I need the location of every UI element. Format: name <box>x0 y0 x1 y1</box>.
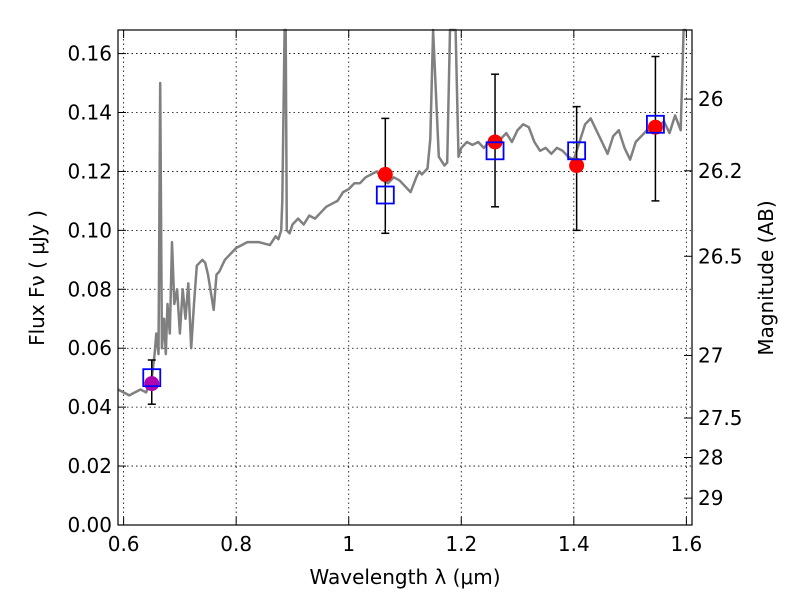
y-tick-label: 0.00 <box>67 513 112 537</box>
y2-axis-label: Magnitude (AB) <box>754 200 778 355</box>
y-tick-label: 0.06 <box>67 336 112 360</box>
y2-tick-label: 27.5 <box>698 406 743 430</box>
x-tick-label: 1 <box>342 532 355 556</box>
observed-point <box>144 376 160 392</box>
y-tick-label: 0.12 <box>67 159 112 183</box>
y2-tick-label: 26 <box>698 87 723 111</box>
y-tick-label: 0.08 <box>67 277 112 301</box>
model-square <box>485 141 505 161</box>
plot-background <box>118 30 692 525</box>
x-tick-label: 1.2 <box>445 532 477 556</box>
y-tick-label: 0.04 <box>67 395 112 419</box>
x-axis-label: Wavelength λ (μm) <box>309 565 500 589</box>
model-square <box>375 185 395 205</box>
model-square <box>646 114 665 134</box>
observed-point <box>377 166 393 182</box>
y2-tick-label: 26.5 <box>698 244 743 268</box>
y-tick-label: 0.10 <box>67 218 112 242</box>
y-tick-label: 0.02 <box>67 454 112 478</box>
x-tick-label: 0.6 <box>108 532 140 556</box>
y-tick-label: 0.16 <box>67 42 112 66</box>
plot-frame <box>117 29 693 526</box>
observed-point <box>647 119 663 135</box>
x-tick-label: 1.4 <box>558 532 590 556</box>
point-layer <box>142 114 665 392</box>
tick-layer <box>118 30 692 526</box>
y2-tick-label: 26.2 <box>698 159 743 183</box>
x-tick-label: 1.6 <box>670 532 702 556</box>
y2-tick-label: 29 <box>698 486 723 510</box>
tick-label-layer: 0.6 0.8 1 1.2 1.4 1.6 0.00 0.02 0.04 0.06 0.08 0.10… <box>67 42 742 556</box>
x-tick-label: 0.8 <box>220 532 252 556</box>
model-square <box>567 141 587 161</box>
y-tick-label: 0.14 <box>67 101 112 125</box>
y2-tick-label: 27 <box>698 343 723 367</box>
y-axis-label: Flux Fν ( μJy ) <box>25 210 49 346</box>
observed-point <box>569 158 585 174</box>
y2-tick-label: 28 <box>698 446 723 470</box>
model-square <box>142 368 162 388</box>
